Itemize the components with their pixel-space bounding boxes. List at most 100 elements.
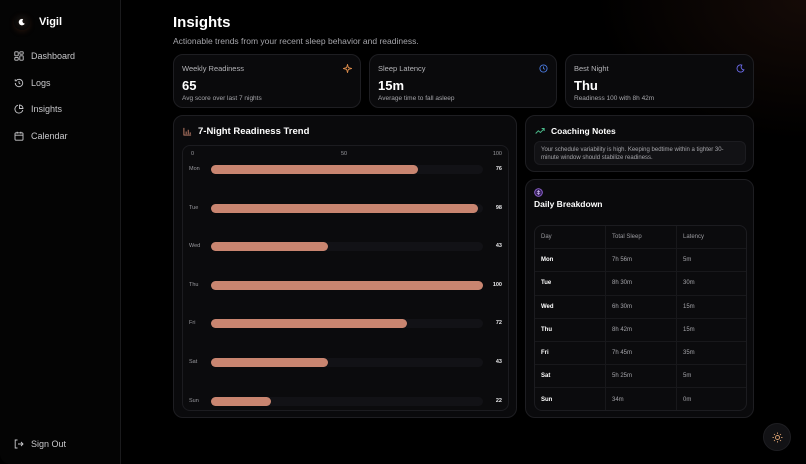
cell-day: Sat (535, 365, 606, 388)
stat-label: Best Night (574, 64, 609, 73)
stat-card-weekly-readiness: Weekly Readiness 65 Avg score over last … (173, 54, 361, 108)
stat-card-best-night: Best Night Thu Readiness 100 with 8h 42m (565, 54, 754, 108)
stat-label: Weekly Readiness (182, 64, 244, 73)
calendar-icon (14, 131, 24, 141)
cell-latency: 0m (683, 396, 692, 403)
sign-out-icon (14, 439, 24, 449)
cell-latency: 30m (683, 280, 695, 287)
cell-total-sleep: 7h 45m (606, 341, 677, 365)
card-title: Daily Breakdown (534, 199, 603, 209)
stat-value: Thu (574, 78, 598, 93)
table-row: Wed 6h 30m 15m (535, 295, 746, 319)
moon-logo-icon (14, 14, 30, 30)
app-name: Vigil (39, 16, 63, 28)
cell-day: Tue (535, 272, 606, 295)
table-header: Day Total Sleep Latency (535, 226, 746, 250)
stat-value: 15m (378, 78, 405, 93)
bar-day-label: Sun (189, 397, 199, 404)
bar-day-label: Mon (189, 166, 200, 172)
card-title: 7-Night Readiness Trend (198, 126, 310, 137)
coaching-notes-card: Coaching Notes Your schedule variability… (525, 115, 754, 172)
bar-row: Sun 22 (183, 396, 508, 407)
brand[interactable]: Vigil (14, 14, 62, 30)
sun-icon (772, 432, 782, 442)
bar-day-label: Thu (189, 281, 199, 288)
bar-value: 22 (495, 397, 502, 404)
daily-breakdown-card: Daily Breakdown Day Total Sleep Latency … (525, 179, 754, 418)
stat-subtext: Readiness 100 with 8h 42m (574, 95, 655, 102)
sidebar-item-label: Calendar (31, 130, 68, 141)
sign-out-button[interactable]: Sign Out (14, 439, 66, 449)
bar-row: Wed 43 (183, 242, 508, 252)
sidebar-item-dashboard[interactable]: Dashboard (14, 49, 75, 63)
pie-chart-icon (14, 104, 24, 114)
axis-tick: 50 (341, 151, 348, 157)
bar-day-label: Tue (189, 204, 199, 211)
trending-up-icon (535, 128, 545, 134)
sidebar-item-label: Logs (31, 77, 51, 88)
bar-fill (211, 280, 483, 290)
cell-total-sleep: 5h 25m (606, 365, 677, 388)
cell-total-sleep: 34m (606, 388, 677, 410)
grid-icon (14, 51, 24, 61)
theme-toggle-button[interactable] (763, 423, 791, 451)
bar-track (211, 396, 483, 406)
cell-total-sleep: 8h 30m (606, 272, 677, 295)
bar-fill (211, 358, 328, 367)
cell-latency: 35m (683, 350, 695, 357)
bar-fill (211, 319, 407, 329)
stat-card-sleep-latency: Sleep Latency 15m Average time to fall a… (369, 54, 557, 108)
bar-track (211, 280, 483, 290)
cell-day: Mon (535, 249, 606, 272)
page-title: Insights (173, 14, 231, 31)
clock-icon (539, 64, 548, 73)
sidebar-item-label: Insights (31, 104, 63, 114)
bar-track (211, 358, 483, 367)
bar-value: 76 (495, 166, 502, 172)
cell-day: Wed (535, 295, 606, 318)
cell-day: Thu (535, 318, 606, 341)
bar-row: Sat 43 (183, 358, 508, 368)
cell-latency: 15m (683, 326, 695, 333)
column-header: Total Sleep (606, 226, 677, 249)
bar-fill (211, 203, 478, 213)
bar-row: Thu 100 (183, 280, 508, 291)
sign-out-label: Sign Out (31, 439, 67, 449)
moon-icon (736, 64, 745, 73)
cell-latency: 5m (683, 257, 692, 264)
table-row: Sat 5h 25m 5m (535, 365, 746, 389)
breakdown-table: Day Total Sleep Latency Mon 7h 56m 5m Tue 8h… (534, 225, 747, 411)
table-row: Thu 8h 42m 15m (535, 318, 746, 342)
sidebar-item-insights[interactable]: Insights (14, 102, 75, 116)
column-header: Day (535, 226, 606, 249)
bar-chart-icon (183, 127, 192, 136)
bar-track (211, 203, 483, 213)
table-row: Tue 8h 30m 30m (535, 272, 746, 296)
coaching-note: Your schedule variability is high. Keepi… (534, 141, 746, 165)
sidebar: Vigil Dashboard Logs Insights Calendar S… (0, 0, 121, 464)
bar-value: 98 (495, 204, 502, 211)
table-row: Mon 7h 56m 5m (535, 249, 746, 273)
cell-total-sleep: 8h 42m (606, 318, 677, 341)
cell-day: Sun (535, 388, 606, 410)
column-header: Latency (683, 234, 705, 241)
stat-subtext: Average time to fall asleep (378, 95, 455, 102)
bar-track (211, 319, 483, 329)
bar-day-label: Sat (189, 359, 198, 365)
axis-tick: 0 (191, 151, 195, 157)
bar-value: 43 (495, 359, 502, 365)
bar-day-label: Fri (189, 320, 196, 327)
bar-track (211, 165, 483, 174)
bar-fill (211, 396, 271, 406)
sidebar-nav: Dashboard Logs Insights Calendar (14, 49, 75, 155)
readiness-trend-card: 7-Night Readiness Trend 0 50 100 Mon 76 Tu… (173, 115, 517, 418)
sidebar-item-label: Dashboard (31, 51, 76, 61)
cell-total-sleep: 7h 56m (606, 249, 677, 272)
readiness-chart: 0 50 100 Mon 76 Tue 98 Wed 43 Thu 100 Fri 72 Sat 43… (182, 145, 509, 411)
brain-icon (534, 188, 543, 197)
cell-latency: 15m (683, 303, 695, 310)
sidebar-item-calendar[interactable]: Calendar (14, 129, 75, 143)
sidebar-item-logs[interactable]: Logs (14, 76, 75, 90)
stat-subtext: Avg score over last 7 nights (182, 95, 262, 102)
cell-day: Fri (535, 341, 606, 365)
